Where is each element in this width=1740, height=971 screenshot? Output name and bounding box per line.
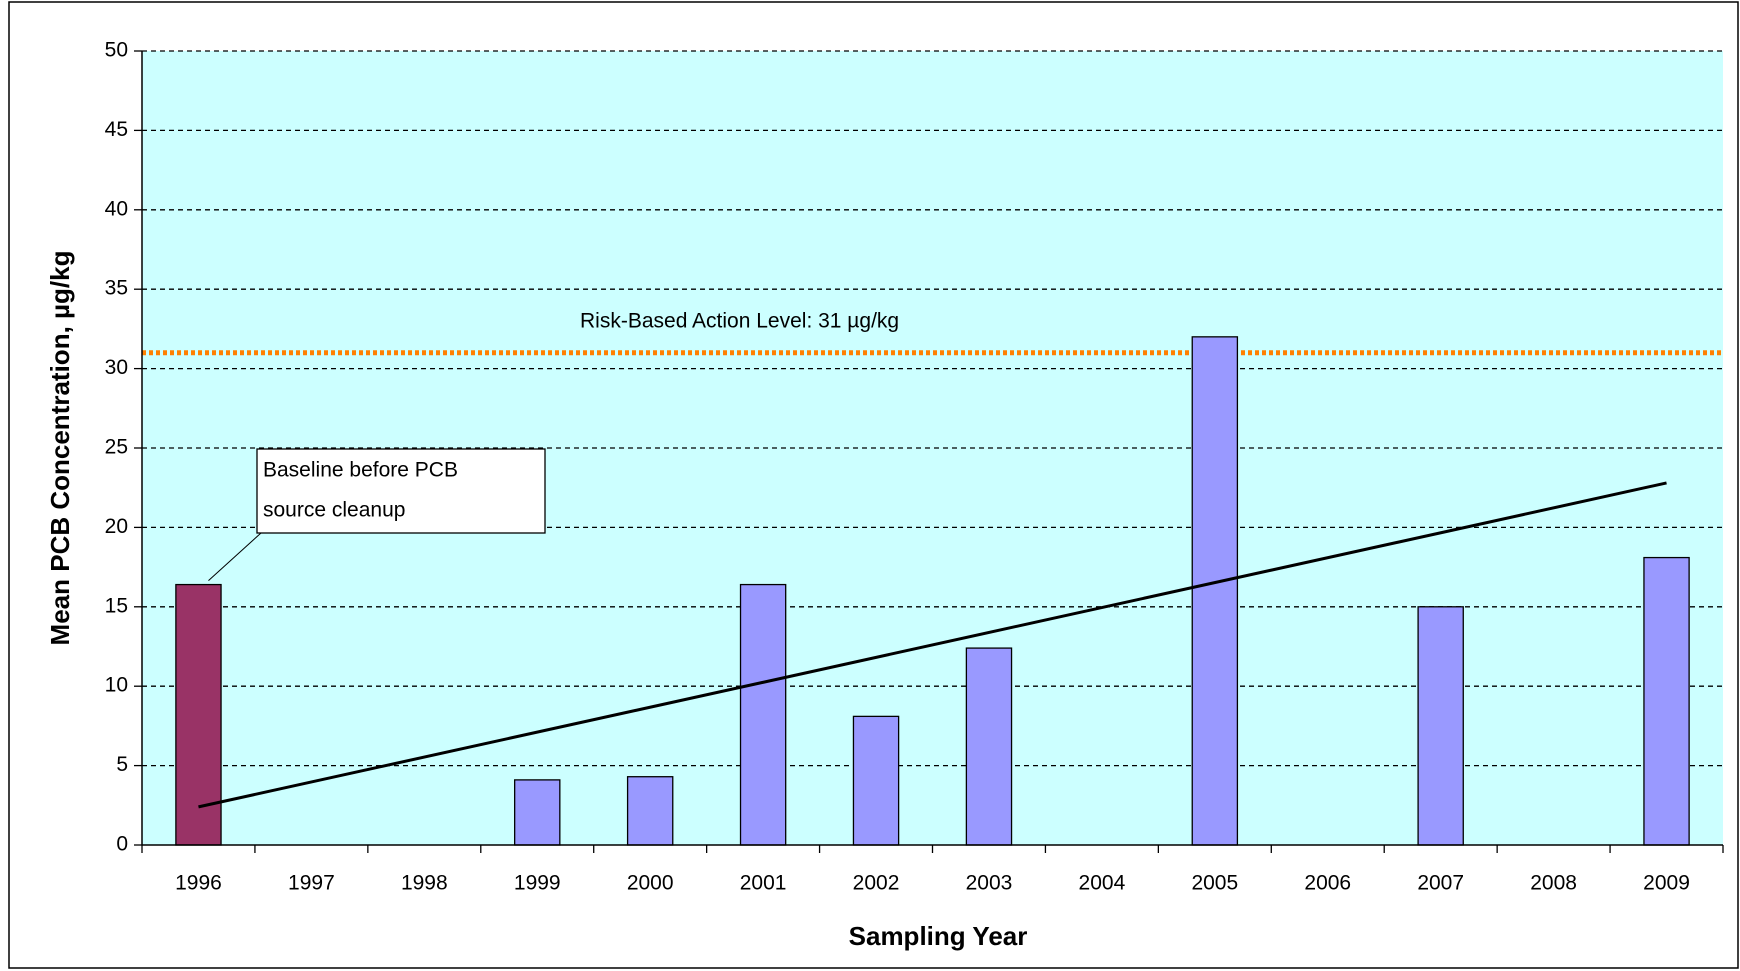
y-axis-title: Mean PCB Concentration, µg/kg — [45, 251, 75, 646]
x-tick-label: 2003 — [966, 872, 1013, 895]
x-axis-title: Sampling Year — [849, 921, 1028, 951]
bar — [1643, 556, 1690, 846]
bar — [739, 583, 787, 846]
bar — [852, 715, 900, 846]
bar — [1417, 606, 1464, 846]
y-tick-label: 20 — [105, 515, 128, 538]
threshold-label: Risk-Based Action Level: 31 µg/kg — [580, 309, 899, 332]
x-tick-label: 2000 — [627, 872, 674, 895]
annotation-box — [256, 448, 546, 534]
y-tick-label: 25 — [105, 436, 128, 459]
x-tick-label: 1996 — [175, 872, 222, 895]
x-tick-label: 2006 — [1304, 872, 1351, 895]
y-tick-label: 40 — [105, 197, 128, 220]
y-tick-label: 35 — [105, 277, 128, 300]
bar — [965, 647, 1013, 846]
bar — [626, 776, 674, 846]
x-tick-label: 2005 — [1191, 872, 1238, 895]
y-tick-label: 10 — [105, 674, 128, 697]
x-tick-label: 2007 — [1417, 872, 1464, 895]
y-tick-label: 30 — [105, 356, 128, 379]
y-tick-label: 0 — [116, 833, 128, 856]
x-tick-label: 2004 — [1079, 872, 1126, 895]
x-tick-label: 2008 — [1530, 872, 1577, 895]
y-tick-label: 15 — [105, 594, 128, 617]
bar — [1191, 336, 1239, 846]
x-tick-label: 2009 — [1643, 872, 1690, 895]
x-tick-label: 1998 — [401, 872, 448, 895]
y-tick-label: 45 — [105, 118, 128, 141]
x-tick-label: 2002 — [853, 872, 900, 895]
y-tick-label: 5 — [116, 753, 128, 776]
annotation-text: Baseline before PCB — [263, 459, 458, 482]
trendline — [198, 481, 1667, 809]
x-tick-label: 2001 — [740, 872, 787, 895]
annotation-leader — [208, 532, 262, 581]
bar — [514, 779, 561, 846]
annotation-text: source cleanup — [263, 499, 405, 522]
x-tick-label: 1997 — [288, 872, 335, 895]
x-tick-label: 1999 — [514, 872, 561, 895]
y-tick-label: 50 — [105, 39, 128, 62]
